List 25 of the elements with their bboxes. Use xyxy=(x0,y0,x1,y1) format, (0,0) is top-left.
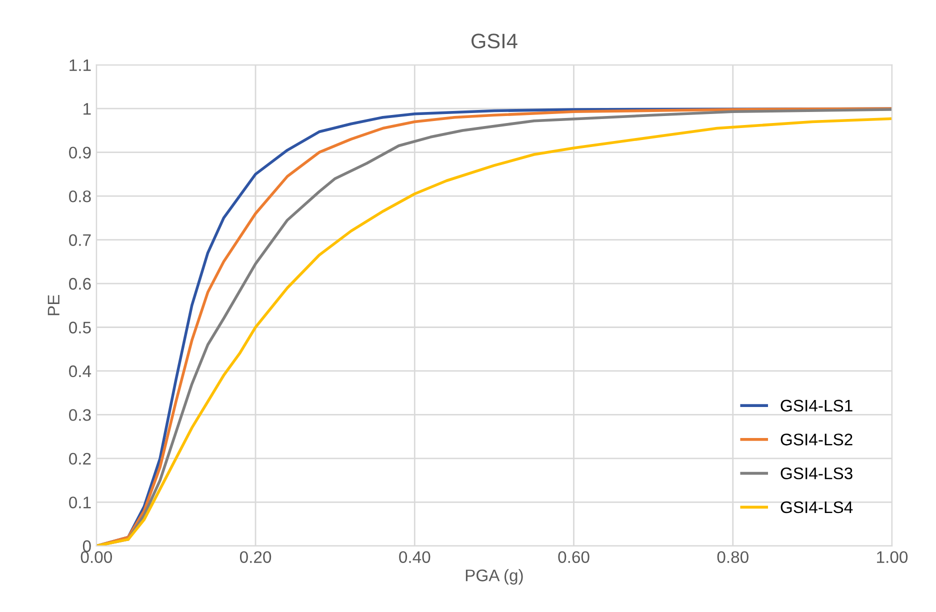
y-tick-label: 0.4 xyxy=(69,365,92,378)
legend-label: GSI4-LS3 xyxy=(780,468,852,480)
x-tick-label: 0.80 xyxy=(717,551,748,564)
y-tick-label: 0.6 xyxy=(69,278,91,290)
x-axis-title: PGA (g) xyxy=(466,569,523,585)
y-tick-label: 0 xyxy=(82,540,91,552)
y-axis-title: PE xyxy=(48,294,60,316)
y-tick-label: 1.1 xyxy=(70,59,91,71)
y-tick-label: 0.5 xyxy=(69,322,91,334)
y-tick-label: 0.9 xyxy=(69,146,91,159)
x-tick-label: 0.40 xyxy=(399,551,430,564)
y-tick-label: 0.8 xyxy=(69,190,91,202)
x-tick-label: 0.00 xyxy=(80,551,112,564)
y-tick-label: 0.2 xyxy=(69,452,91,465)
x-tick-label: 0.60 xyxy=(558,551,590,564)
legend-label: GSI4-LS1 xyxy=(780,400,852,412)
y-tick-label: 0.3 xyxy=(69,409,91,421)
y-tick-label: 0.7 xyxy=(69,234,91,246)
x-tick-label: 1.00 xyxy=(877,551,908,564)
y-tick-label: 1 xyxy=(84,103,91,115)
legend-label: GSI4-LS2 xyxy=(780,434,852,446)
legend-label: GSI4-LS4 xyxy=(780,501,853,514)
y-tick-label: 0.1 xyxy=(69,496,91,508)
x-tick-label: 0.20 xyxy=(240,551,272,564)
chart-title: GSI4 xyxy=(472,34,518,48)
